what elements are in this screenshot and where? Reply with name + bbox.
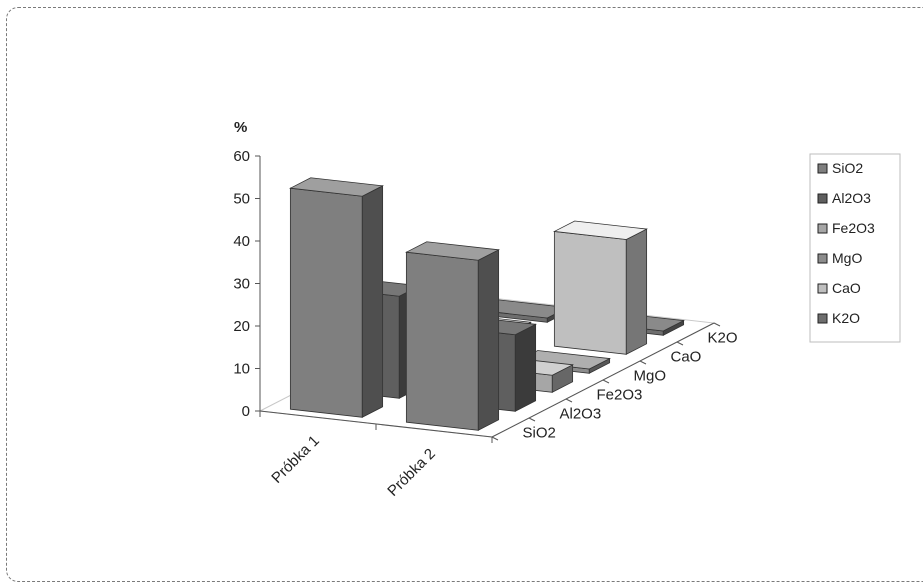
legend-swatch xyxy=(817,163,828,174)
legend-swatch xyxy=(817,193,828,204)
depth-tick-label: K2O xyxy=(708,330,738,347)
depth-tick-mark xyxy=(491,436,499,441)
legend-label: MgO xyxy=(832,250,862,266)
y-tick-label: 60 xyxy=(233,148,250,165)
y-tick-label: 10 xyxy=(233,361,250,378)
y-tick-label: 50 xyxy=(233,191,250,208)
depth-tick-mark xyxy=(639,360,647,365)
legend-label: K2O xyxy=(832,310,860,326)
legend-swatch xyxy=(817,313,828,324)
depth-tick-label: SiO2 xyxy=(523,425,556,442)
depth-tick-mark xyxy=(676,341,684,346)
legend-swatch xyxy=(817,253,828,264)
legend-label: SiO2 xyxy=(832,160,863,176)
bar-top-face xyxy=(553,220,648,240)
bar-top-face xyxy=(405,241,500,261)
y-tick-label: 30 xyxy=(233,276,250,293)
depth-tick-mark xyxy=(602,379,610,384)
y-tick-label: 20 xyxy=(233,318,250,335)
bar-side-face xyxy=(361,185,384,418)
y-tick-label: 40 xyxy=(233,233,250,250)
bar-side-face xyxy=(514,323,537,412)
y-axis-label: % xyxy=(234,119,247,136)
x-tick-label: Próbka 1 xyxy=(268,432,322,486)
bar-front-face xyxy=(405,251,479,431)
bar-side-face xyxy=(625,228,648,355)
legend-label: Fe2O3 xyxy=(832,220,875,236)
legend-swatch xyxy=(817,283,828,294)
legend-box xyxy=(809,153,901,343)
bar-cao-2 xyxy=(553,220,648,355)
depth-tick-mark xyxy=(565,398,573,403)
depth-tick-mark xyxy=(528,417,536,422)
depth-tick-label: Fe2O3 xyxy=(597,387,643,404)
bar-sio2-1 xyxy=(289,177,384,418)
y-tick-label: 0 xyxy=(242,403,250,420)
depth-tick-label: Al2O3 xyxy=(560,406,602,423)
bar-front-face xyxy=(553,230,627,355)
bar-sio2-2 xyxy=(405,241,500,431)
bar-top-face xyxy=(289,177,384,197)
legend-swatch xyxy=(817,223,828,234)
bar-side-face xyxy=(477,249,500,431)
bar-front-face xyxy=(289,187,363,418)
bars xyxy=(289,177,685,431)
depth-tick-label: MgO xyxy=(634,368,667,385)
legend-label: CaO xyxy=(832,280,861,296)
x-tick-label: Próbka 2 xyxy=(384,445,438,499)
depth-tick-label: CaO xyxy=(671,349,702,366)
depth-tick-mark xyxy=(713,322,721,327)
legend-label: Al2O3 xyxy=(832,190,871,206)
legend: SiO2 Al2O3 Fe2O3 MgO CaO K2O xyxy=(809,153,901,343)
